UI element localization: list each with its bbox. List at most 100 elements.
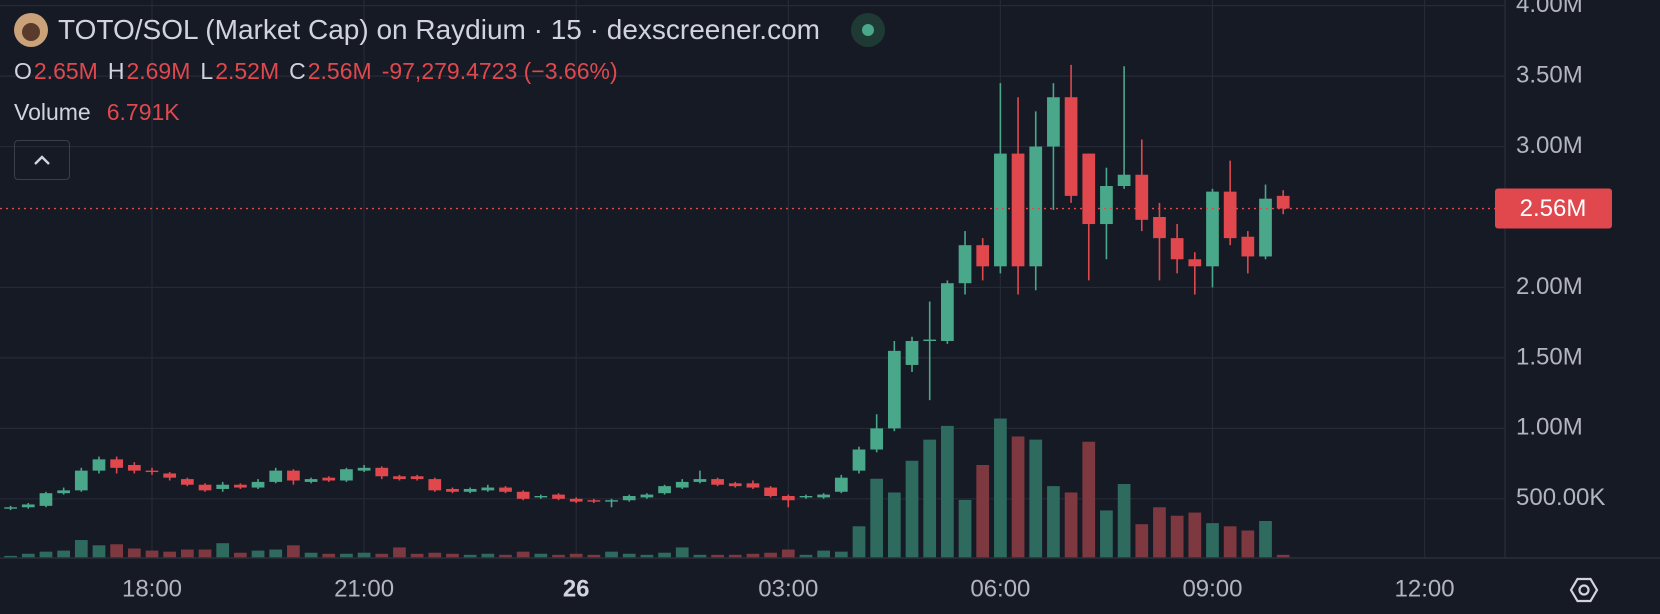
price-tag <box>1495 188 1612 229</box>
volume-row: Volume 6.791K <box>14 99 180 126</box>
candle-body <box>446 488 459 492</box>
x-tick-label: 26 <box>563 575 590 602</box>
volume-bar <box>1082 441 1096 558</box>
volume-bar <box>145 550 159 558</box>
candle-body <box>287 470 300 481</box>
volume-bar <box>569 553 583 558</box>
candle-body <box>693 479 707 482</box>
volume-bar <box>21 553 35 558</box>
candle-body <box>1188 259 1202 267</box>
volume-bar <box>74 540 88 558</box>
volume-bar <box>941 425 954 558</box>
ohlc-value: 2.56M <box>307 58 372 84</box>
candle-body <box>905 341 919 365</box>
y-tick-label: 3.00M <box>1516 132 1583 159</box>
candle-body <box>428 479 442 491</box>
candle-body <box>4 507 17 509</box>
volume-bar <box>746 553 760 558</box>
volume-bar <box>923 439 937 558</box>
candle-body <box>923 339 937 341</box>
volume-bar <box>587 554 601 558</box>
y-tick-label: 1.00M <box>1516 414 1583 441</box>
candle-body <box>163 473 177 478</box>
volume-bar <box>622 553 636 558</box>
candle-body <box>728 483 742 487</box>
volume-bar <box>234 552 247 558</box>
volume-bar <box>428 552 442 558</box>
volume-bar <box>764 552 777 558</box>
volume-bar <box>39 551 53 558</box>
candle-body <box>1135 174 1149 220</box>
ohlc-row: O2.65M H2.69M L2.52M C2.56M -97,279.4723 (−3… <box>14 58 618 85</box>
volume-bar <box>163 551 177 558</box>
volume-bar <box>499 554 512 558</box>
candle-body <box>410 476 424 480</box>
candles <box>4 64 1290 511</box>
x-tick-label: 18:00 <box>122 575 182 602</box>
title-row: TOTO/SOL (Market Cap) on Raydium · 15 · … <box>14 12 886 48</box>
volume-bar <box>817 550 831 558</box>
volume-bar <box>640 554 654 558</box>
ohlc-value: 2.65M <box>33 58 98 84</box>
volume-bars <box>4 418 1290 558</box>
candle-body <box>145 470 159 473</box>
candle-body <box>834 477 848 492</box>
volume-bar <box>180 549 194 558</box>
candle-body <box>216 484 230 489</box>
volume-bar <box>799 554 813 558</box>
volume-bar <box>1011 436 1025 558</box>
volume-bar <box>393 547 406 558</box>
candle-body <box>375 467 389 477</box>
volume-bar <box>481 553 495 558</box>
candle-body <box>481 487 495 491</box>
candle-body <box>622 496 636 501</box>
collapse-button[interactable] <box>14 140 70 180</box>
chevron-up-icon <box>34 155 50 165</box>
volume-bar <box>304 552 318 558</box>
x-tick-label: 21:00 <box>334 575 394 602</box>
volume-bar <box>216 543 230 558</box>
x-tick-label: 03:00 <box>758 575 818 602</box>
candle-body <box>463 488 477 492</box>
candle-body <box>640 494 654 498</box>
volume-bar <box>711 554 724 558</box>
volume-bar <box>976 465 990 558</box>
y-tick-label: 3.50M <box>1516 61 1583 88</box>
candle-body <box>57 490 70 494</box>
candle-body <box>251 481 265 488</box>
volume-bar <box>994 418 1007 558</box>
volume-bar <box>57 550 70 558</box>
volume-bar <box>322 553 336 558</box>
settings-icon[interactable] <box>1569 577 1599 603</box>
candle-body <box>605 500 618 502</box>
volume-bar <box>1047 486 1060 558</box>
volume-bar <box>1170 515 1184 558</box>
candle-body <box>587 500 601 502</box>
ohlc-key: H <box>107 58 125 84</box>
candle-body <box>552 494 565 499</box>
volume-bar <box>852 526 866 558</box>
x-tick-label: 12:00 <box>1395 575 1455 602</box>
volume-bar <box>410 553 424 558</box>
candle-body <box>74 470 88 491</box>
candle-body <box>658 486 671 494</box>
candle-body <box>781 496 795 501</box>
candle-body <box>1029 146 1043 267</box>
volume-bar <box>127 548 141 558</box>
candle-body <box>994 153 1007 267</box>
volume-bar <box>552 554 565 558</box>
token-icon <box>14 13 48 47</box>
candle-body <box>1064 97 1078 196</box>
volume-bar <box>357 552 371 558</box>
candle-body <box>127 465 141 471</box>
chart-title: TOTO/SOL (Market Cap) on Raydium · 15 · … <box>58 14 820 45</box>
volume-bar <box>1117 484 1131 558</box>
candle-body <box>1011 153 1025 267</box>
volume-bar <box>887 492 901 558</box>
candle-body <box>39 493 53 506</box>
candle-body <box>534 496 548 498</box>
candle-body <box>198 484 212 491</box>
volume-bar <box>1188 512 1202 558</box>
